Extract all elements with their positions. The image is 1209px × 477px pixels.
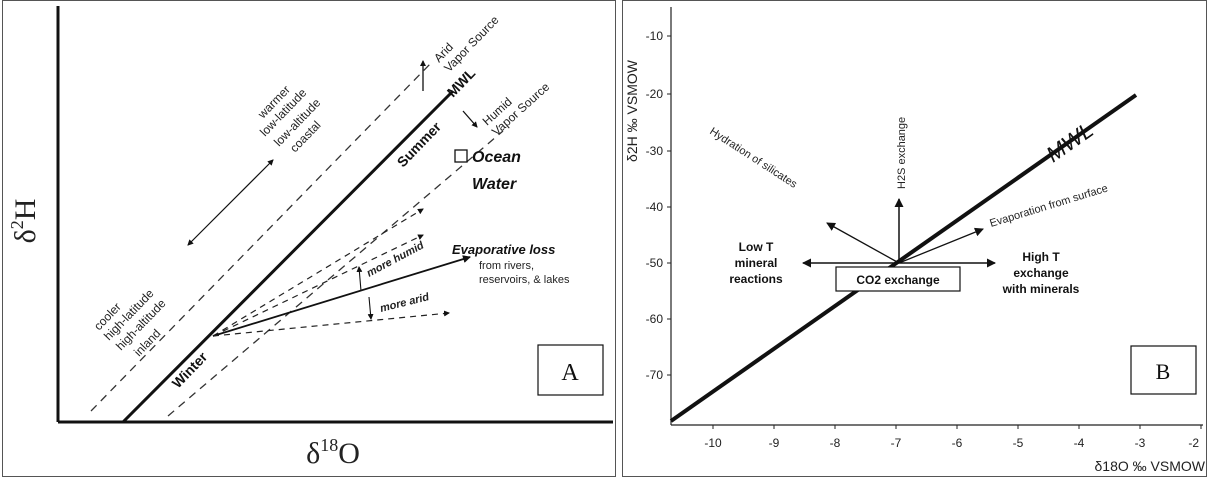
evap-loss-sub2: reservoirs, & lakes [479, 274, 570, 286]
panel-a-diagram: δ2H δ18O AridVapor Source HumidVapor Sou… [7, 3, 613, 470]
hydration-label: Hydration of silicates [707, 125, 799, 191]
panel-b-label-box [1130, 345, 1197, 395]
evap-solid [212, 255, 471, 337]
b-x-tick-label: -6 [952, 436, 963, 450]
mwl-line [121, 89, 455, 424]
arid-source-label: AridVapor Source [431, 3, 502, 75]
svg-text:High T: High T [1022, 250, 1060, 264]
y-axis-label: δ2H [7, 199, 42, 244]
humid-dashed-line [167, 130, 504, 417]
b-x-tick-label: -5 [1013, 436, 1024, 450]
low-t-label: Low T mineral reactions [729, 240, 783, 286]
b-y-axis-label: δ2H ‰ VSMOW [624, 59, 640, 162]
panel-b: -10 -20 -30 -40 -50 -60 -70 -10 -9 -8 -7 [622, 0, 1207, 477]
b-mwl-label: MWL [1042, 117, 1098, 167]
b-y-tick-label: -50 [646, 256, 664, 270]
panel-b-diagram: -10 -20 -30 -40 -50 -60 -70 -10 -9 -8 -7 [624, 7, 1206, 474]
humid-arrow [462, 110, 478, 128]
warm-cool-arrow [187, 159, 274, 246]
svg-text:mineral: mineral [735, 256, 778, 270]
b-x-tick-label: -4 [1074, 436, 1085, 450]
b-x-tick-label: -2 [1188, 436, 1199, 450]
panel-a-label-box [537, 344, 604, 396]
co2-label: CO2 exchange [856, 273, 940, 287]
warmer-text: warmer low-latitude low-altitude coastal [254, 83, 323, 156]
b-y-tick-label: -20 [646, 87, 664, 101]
panel-a-label: A [561, 360, 579, 386]
ocean-water-label-2: Water [472, 176, 517, 193]
more-arid-label: more arid [379, 291, 431, 315]
b-x-tick-label: -8 [830, 436, 841, 450]
b-x-tick-label: -3 [1135, 436, 1146, 450]
b-x-axis-label: δ18O ‰ VSMOW [1095, 458, 1206, 474]
panel-b-label: B [1156, 359, 1171, 384]
evap-loss-title: Evaporative loss [452, 242, 555, 257]
ocean-water-square [454, 149, 468, 163]
evaporation-label: Evaporation from surface [988, 182, 1109, 229]
evaporation-arrow [898, 227, 984, 264]
b-y-tick-label: -40 [646, 200, 664, 214]
b-y-tick-label: -10 [646, 29, 664, 43]
ocean-water-label: Ocean [472, 149, 521, 166]
panel-a: δ2H δ18O AridVapor Source HumidVapor Sou… [2, 0, 616, 477]
svg-text:Low T: Low T [739, 240, 774, 254]
humid-source-label: HumidVapor Source [480, 69, 553, 139]
high-t-label: High T exchange with minerals [1002, 250, 1080, 296]
evap-upper-dashed [212, 208, 424, 337]
b-x-tick-label: -10 [704, 436, 722, 450]
b-y-tick-label: -70 [646, 368, 664, 382]
b-y-ticks: -10 -20 -30 -40 -50 -60 -70 [646, 29, 671, 382]
x-axis-label: δ18O [306, 435, 360, 470]
svg-text:exchange: exchange [1013, 266, 1069, 280]
b-x-tick-label: -7 [891, 436, 902, 450]
svg-text:reactions: reactions [729, 272, 783, 286]
evap-mid-dashed [212, 234, 424, 337]
h2s-label: H2S exchange [896, 117, 908, 189]
svg-text:with minerals: with minerals [1002, 282, 1080, 296]
hydration-arrow [826, 222, 900, 264]
more-arid-arrow [367, 296, 374, 320]
co2-box [835, 266, 961, 292]
b-x-tick-label: -9 [769, 436, 780, 450]
evap-loss-sub1: from rivers, [479, 260, 534, 272]
cooler-text: cooler high-latitude high-altitude inlan… [91, 286, 169, 359]
b-mwl-line [669, 93, 1138, 423]
more-humid-arrow [356, 266, 363, 292]
b-y-tick-label: -30 [646, 144, 664, 158]
b-y-tick-label: -60 [646, 312, 664, 326]
b-x-ticks: -10 -9 -8 -7 -6 -5 -4 -3 -2 [704, 425, 1202, 450]
